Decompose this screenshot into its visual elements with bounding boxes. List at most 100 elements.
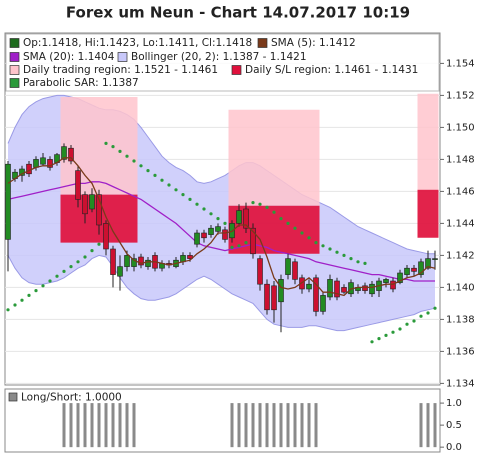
y-tick-label: 1.142 (446, 250, 475, 261)
sar-dot (118, 149, 122, 153)
candle-body (215, 226, 221, 232)
candle-body (397, 272, 403, 283)
candle-body (110, 248, 116, 275)
candle-body (320, 295, 326, 312)
candle-body (334, 280, 340, 298)
sar-dot (195, 202, 199, 206)
sar-dot (97, 242, 101, 246)
bar (83, 403, 87, 448)
sar-dot (62, 269, 66, 273)
sar-dot (111, 145, 115, 149)
bar (62, 403, 66, 448)
bar (111, 403, 115, 448)
y-tick-label: 1.148 (446, 154, 475, 165)
sar-dot (230, 245, 234, 249)
bar (272, 403, 276, 448)
chart-title: Forex um Neun - Chart 14.07.2017 10:19 (66, 4, 410, 22)
candle-body (369, 283, 375, 295)
bar (104, 403, 108, 448)
candle-body (383, 279, 389, 283)
sar-dot (90, 249, 94, 253)
sar-dot (300, 231, 304, 235)
bar (293, 403, 297, 448)
candle-body (61, 146, 67, 160)
sar-dot (188, 197, 192, 201)
candle-body (131, 258, 137, 267)
candle-body (327, 279, 333, 298)
sar-dot (76, 260, 80, 264)
y-tick-label: 1.144 (446, 218, 475, 229)
sar-dot (391, 330, 395, 334)
candle-body (278, 279, 284, 303)
candle-body (201, 232, 207, 239)
sar-dot (349, 257, 353, 261)
candle-body (5, 163, 11, 240)
candle-body (208, 227, 214, 235)
sar-dot (160, 178, 164, 182)
y-tick-label: 1.0 (446, 398, 462, 409)
candle-body (362, 285, 368, 291)
legend-swatch (231, 65, 242, 75)
region-band (417, 189, 439, 238)
legend-swatch (9, 52, 20, 62)
y-tick-label: 1.140 (446, 282, 475, 293)
candle-body (341, 287, 347, 293)
sar-dot (419, 314, 423, 318)
candle-body (236, 210, 242, 224)
region-band (60, 97, 138, 195)
legend-swatch (117, 52, 128, 62)
sar-dot (244, 241, 248, 245)
bar (244, 403, 248, 448)
bar (237, 403, 241, 448)
bar (251, 403, 255, 448)
sar-dot (139, 164, 143, 168)
candle-body (82, 194, 88, 215)
legend-swatch (8, 392, 18, 402)
candle-body (404, 267, 410, 275)
bar (419, 403, 423, 448)
candle-body (68, 147, 74, 162)
sar-dot (34, 289, 38, 293)
bollinger-lower (7, 254, 436, 332)
sar-dot (27, 293, 31, 297)
bar (97, 403, 101, 448)
sar-dot (272, 210, 276, 214)
y-tick-label: 1.136 (446, 346, 475, 357)
sar-dot (293, 226, 297, 230)
legend-label: Long/Short: 1.0000 (21, 392, 122, 404)
candle-body (418, 261, 424, 275)
legend-label: Daily trading region: 1.1521 - 1.1461 (23, 64, 218, 76)
sar-dot (384, 333, 388, 337)
sar-dot (41, 284, 45, 288)
sar-dot (370, 340, 374, 344)
candle-body (187, 255, 193, 259)
sar-dot (314, 241, 318, 245)
sar-dot (328, 247, 332, 251)
candle-body (425, 258, 431, 269)
sar-dot (286, 221, 290, 225)
candle-body (390, 280, 396, 290)
bar (69, 403, 73, 448)
sar-dot (13, 303, 17, 307)
bar (230, 403, 234, 448)
sar-dot (209, 212, 213, 216)
sar-dot (20, 298, 24, 302)
sar-dot (279, 217, 283, 221)
sar-dot (307, 236, 311, 240)
candle-body (89, 194, 95, 210)
legend-swatch (9, 38, 20, 48)
bar (314, 403, 318, 448)
sar-dot (132, 159, 136, 163)
bar (279, 403, 283, 448)
sar-dot (55, 274, 59, 278)
candle-body (103, 223, 109, 250)
bar (433, 403, 437, 448)
sar-dot (426, 311, 430, 315)
sar-dot (153, 173, 157, 177)
sar-dot (48, 279, 52, 283)
legend-label: Parabolic SAR: 1.1387 (23, 77, 139, 89)
candle-body (222, 229, 228, 240)
legend-swatch (257, 38, 268, 48)
sar-dot (363, 261, 367, 265)
y-tick-label: 1.152 (446, 90, 475, 101)
